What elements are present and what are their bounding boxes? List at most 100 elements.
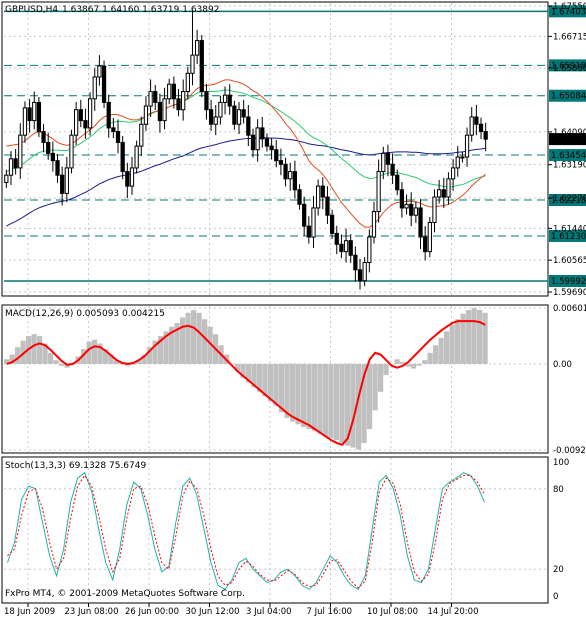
- candle-body: [101, 65, 107, 103]
- candle-body: [376, 171, 381, 213]
- candle-body: [427, 222, 432, 253]
- time-tick-label: 7 Jul 16:00: [307, 607, 353, 617]
- price-tick-label: 1.67550: [553, 2, 586, 12]
- macd-bar: [449, 324, 455, 364]
- stoch-axis: 100 80 20 0: [553, 458, 569, 602]
- macd-bar: [81, 349, 87, 364]
- candle-body: [204, 91, 209, 111]
- ma-fast-line: [6, 79, 486, 228]
- macd-bar: [119, 363, 125, 365]
- macd-bar: [301, 363, 307, 428]
- candle-body: [381, 152, 386, 173]
- candle-body: [409, 203, 414, 216]
- macd-bar: [174, 323, 180, 364]
- time-tick-label: 14 Jul 20:00: [428, 607, 479, 617]
- candle-body: [227, 94, 232, 107]
- macd-bar: [15, 347, 21, 364]
- price-level-label: 1.65918: [551, 61, 586, 71]
- candle-body: [143, 105, 149, 125]
- price-tick-label: 1.65850: [553, 64, 586, 74]
- price-pane[interactable]: [1, 1, 549, 297]
- price-level-tag: [549, 149, 586, 162]
- ma-mid-line: [6, 89, 486, 188]
- macd-bar: [477, 309, 483, 364]
- candle-body: [362, 262, 367, 282]
- macd-bar: [196, 312, 202, 364]
- candle-body: [437, 189, 442, 198]
- copyright-text: FxPro MT4, © 2001-2009 MetaQuotes Softwa…: [5, 589, 245, 599]
- macd-bar: [42, 343, 48, 364]
- stoch-label: Stoch(13,3,3) 69.1328 75.6749: [5, 461, 146, 471]
- macd-bar: [389, 363, 395, 365]
- candle-body: [441, 189, 446, 198]
- macd-bar: [466, 309, 472, 364]
- macd-bar: [405, 363, 411, 367]
- candle-body: [199, 40, 204, 93]
- stoch-tick-label: 0: [553, 592, 558, 602]
- candle-body: [18, 134, 23, 169]
- price-level-label: 1.65084: [551, 92, 586, 102]
- macd-bar: [20, 340, 26, 364]
- price-level-label: 1.59992: [551, 277, 586, 287]
- macd-bar: [147, 347, 153, 364]
- candle-body: [171, 83, 176, 100]
- candle-body: [320, 185, 325, 198]
- macd-bar: [86, 341, 92, 364]
- price-level-tag: [549, 194, 586, 207]
- macd-bar: [306, 363, 312, 429]
- candle-body: [464, 134, 470, 158]
- candle-body: [264, 138, 270, 147]
- candle-body: [483, 131, 488, 140]
- macd-bar: [433, 345, 439, 364]
- macd-bar: [257, 363, 263, 392]
- candle-body: [92, 76, 97, 100]
- time-tick-label: 18 Jun 2009: [4, 607, 55, 617]
- candle-body: [236, 109, 242, 125]
- candle-body: [195, 40, 200, 56]
- macd-bar: [136, 360, 142, 364]
- candle-body: [278, 160, 284, 165]
- candle-body: [446, 178, 451, 198]
- macd-bar: [334, 363, 340, 441]
- macd-bar: [378, 363, 384, 392]
- moving-averages: [6, 79, 486, 228]
- stoch-tick-label: 20: [553, 565, 564, 575]
- macd-bar: [163, 331, 169, 364]
- candle-body: [27, 107, 32, 122]
- candle-body: [348, 240, 353, 256]
- candle-body: [115, 131, 121, 143]
- macd-bar: [130, 363, 136, 365]
- candle-body: [60, 174, 65, 194]
- macd-bar: [345, 363, 351, 446]
- macd-bar: [460, 313, 466, 364]
- candle-body: [469, 116, 474, 136]
- ohlc-label: 1.63867 1.64160 1.63719 1.63892: [62, 5, 219, 15]
- stoch-signal-line: [7, 474, 485, 589]
- candle-body: [22, 107, 28, 136]
- price-tick-label: 1.59690: [553, 288, 586, 298]
- candle-body: [418, 207, 423, 238]
- macd-bar: [444, 331, 450, 364]
- candle-body: [311, 207, 316, 238]
- candle-body: [343, 240, 349, 253]
- macd-bar: [97, 343, 103, 364]
- candle-body: [404, 203, 409, 209]
- ma-slow-line: [6, 137, 486, 227]
- candle-body: [139, 123, 144, 147]
- candle-body: [153, 91, 158, 103]
- price-tick-label: 1.66715: [553, 32, 586, 42]
- candlesticks: [4, 9, 488, 290]
- candle-body: [87, 98, 93, 129]
- candle-body: [162, 98, 167, 122]
- macd-bar: [411, 363, 417, 369]
- macd-bar: [59, 363, 65, 366]
- macd-bar: [383, 363, 389, 376]
- candle-body: [274, 149, 279, 162]
- macd-bar: [246, 363, 252, 383]
- candle-body: [32, 101, 37, 122]
- macd-tick-label: 0.00: [553, 360, 572, 370]
- price-tick-label: 1.61440: [553, 224, 586, 234]
- macd-bar: [422, 360, 428, 364]
- macd-bar: [438, 337, 444, 364]
